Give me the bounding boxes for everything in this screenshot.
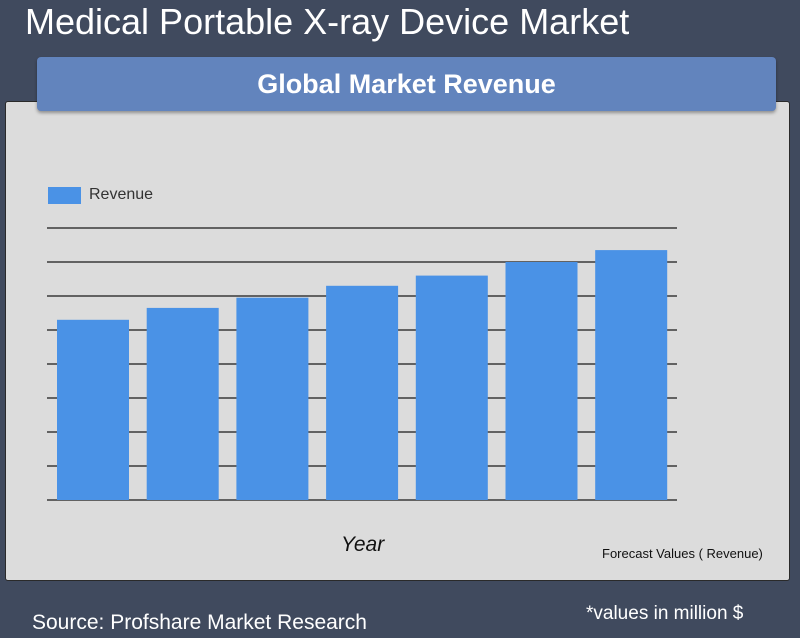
legend-swatch-revenue (48, 186, 81, 204)
page-title: Medical Portable X-ray Device Market (25, 1, 630, 42)
bars (57, 250, 668, 500)
chart-legend: Revenue (48, 186, 153, 204)
bar-2 (146, 307, 219, 500)
units-note: *values in million $ (586, 603, 744, 624)
x-axis-label: Year (341, 533, 385, 556)
bar-1 (57, 319, 129, 500)
forecast-note: Forecast Values ( Revenue) (602, 546, 763, 561)
legend-label-revenue: Revenue (89, 186, 154, 203)
source-text: Source: Profshare Market Research (32, 611, 367, 634)
bar-7 (595, 250, 668, 500)
bar-3 (236, 297, 309, 500)
bar-4 (326, 285, 399, 500)
chart-title-banner: Global Market Revenue (37, 57, 776, 111)
bar-6 (505, 262, 578, 500)
bar-5 (415, 275, 488, 500)
